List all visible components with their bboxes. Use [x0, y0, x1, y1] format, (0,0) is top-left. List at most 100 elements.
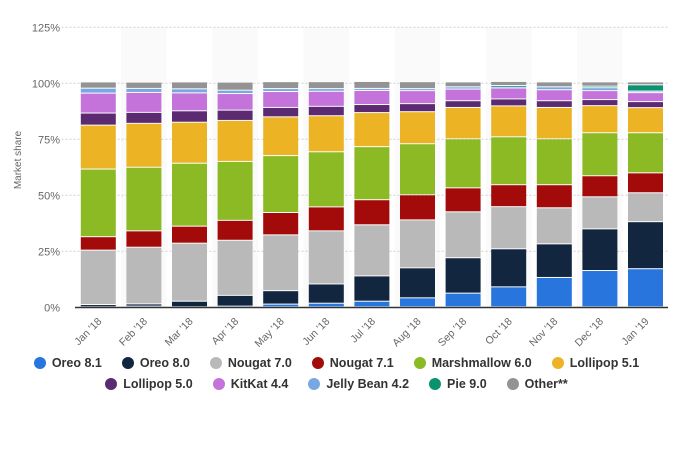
bar-segment-marshmallow-6-0[interactable] [491, 137, 527, 185]
bar-segment-marshmallow-6-0[interactable] [354, 147, 390, 200]
bar-segment-other-[interactable] [354, 81, 390, 88]
bar-segment-lollipop-5-1[interactable] [628, 108, 663, 133]
bar-segment-jelly-bean-4-2[interactable] [400, 89, 435, 91]
bar-segment-lollipop-5-1[interactable] [126, 123, 162, 167]
bar-segment-pie-9-0[interactable] [628, 85, 663, 91]
bar-segment-oreo-8-0[interactable] [400, 268, 435, 298]
legend-item[interactable]: Oreo 8.1 [33, 356, 102, 370]
bar-segment-lollipop-5-0[interactable] [400, 104, 435, 112]
bar-segment-nougat-7-0[interactable] [582, 197, 618, 229]
bar-segment-nougat-7-1[interactable] [354, 200, 390, 225]
bar-segment-nougat-7-0[interactable] [536, 208, 572, 244]
bar-segment-oreo-8-0[interactable] [217, 295, 253, 306]
bar-segment-jelly-bean-4-2[interactable] [308, 89, 344, 91]
bar-segment-oreo-8-0[interactable] [172, 301, 207, 307]
bar-segment-lollipop-5-1[interactable] [308, 116, 344, 152]
legend-item[interactable]: Jelly Bean 4.2 [308, 377, 409, 391]
bar-segment-marshmallow-6-0[interactable] [126, 167, 162, 231]
bar-segment-kitkat-4-4[interactable] [354, 90, 390, 105]
bar-segment-lollipop-5-0[interactable] [354, 105, 390, 113]
bar-segment-nougat-7-1[interactable] [172, 226, 207, 243]
bar-segment-jelly-bean-4-2[interactable] [536, 87, 572, 90]
bar-segment-jelly-bean-4-2[interactable] [172, 89, 207, 93]
bar-segment-lollipop-5-0[interactable] [126, 112, 162, 123]
bar-segment-lollipop-5-1[interactable] [217, 120, 253, 161]
bar-segment-kitkat-4-4[interactable] [80, 93, 116, 113]
bar-segment-marshmallow-6-0[interactable] [172, 163, 207, 226]
bar-segment-nougat-7-0[interactable] [354, 225, 390, 276]
bar-segment-jelly-bean-4-2[interactable] [354, 88, 390, 90]
bar-segment-lollipop-5-1[interactable] [536, 107, 572, 139]
bar-segment-nougat-7-0[interactable] [217, 240, 253, 295]
bar-segment-nougat-7-1[interactable] [308, 207, 344, 231]
bar-segment-other-[interactable] [217, 82, 253, 90]
bar-segment-oreo-8-1[interactable] [354, 301, 390, 307]
bar-segment-kitkat-4-4[interactable] [217, 94, 253, 110]
bar-segment-other-[interactable] [536, 82, 572, 87]
bar-segment-marshmallow-6-0[interactable] [308, 152, 344, 207]
bar-segment-lollipop-5-1[interactable] [582, 106, 618, 133]
bar-segment-nougat-7-1[interactable] [80, 237, 116, 250]
bar-segment-other-[interactable] [582, 82, 618, 86]
bar-segment-kitkat-4-4[interactable] [536, 90, 572, 101]
bar-segment-other-[interactable] [628, 82, 663, 85]
bar-segment-oreo-8-0[interactable] [80, 305, 116, 307]
bar-segment-nougat-7-0[interactable] [263, 235, 299, 291]
bar-segment-kitkat-4-4[interactable] [445, 89, 481, 101]
bar-segment-marshmallow-6-0[interactable] [445, 139, 481, 188]
bar-segment-lollipop-5-0[interactable] [263, 107, 299, 117]
bar-segment-lollipop-5-1[interactable] [172, 122, 207, 163]
bar-segment-kitkat-4-4[interactable] [126, 92, 162, 112]
bar-segment-nougat-7-0[interactable] [628, 193, 663, 222]
bar-segment-jelly-bean-4-2[interactable] [126, 88, 162, 92]
bar-segment-jelly-bean-4-2[interactable] [628, 91, 663, 93]
bar-segment-oreo-8-1[interactable] [445, 293, 481, 307]
bar-segment-other-[interactable] [491, 81, 527, 85]
legend-item[interactable]: Oreo 8.0 [121, 356, 190, 370]
bar-segment-jelly-bean-4-2[interactable] [80, 88, 116, 93]
bar-segment-lollipop-5-0[interactable] [536, 101, 572, 107]
bar-segment-nougat-7-1[interactable] [400, 195, 435, 220]
bar-segment-kitkat-4-4[interactable] [582, 91, 618, 100]
bar-segment-lollipop-5-1[interactable] [491, 106, 527, 137]
bar-segment-lollipop-5-1[interactable] [80, 125, 116, 169]
bar-segment-nougat-7-0[interactable] [400, 220, 435, 268]
bar-segment-lollipop-5-0[interactable] [172, 111, 207, 122]
bar-segment-marshmallow-6-0[interactable] [536, 139, 572, 185]
bar-segment-oreo-8-0[interactable] [491, 249, 527, 287]
bar-segment-lollipop-5-0[interactable] [80, 113, 116, 125]
bar-segment-lollipop-5-1[interactable] [445, 107, 481, 139]
bar-segment-nougat-7-0[interactable] [445, 212, 481, 258]
bar-segment-lollipop-5-1[interactable] [400, 112, 435, 144]
bar-segment-kitkat-4-4[interactable] [308, 91, 344, 106]
bar-segment-jelly-bean-4-2[interactable] [582, 88, 618, 91]
bar-segment-kitkat-4-4[interactable] [400, 91, 435, 104]
bar-segment-oreo-8-0[interactable] [354, 276, 390, 301]
legend-item[interactable]: Lollipop 5.0 [105, 377, 193, 391]
legend-item[interactable]: Nougat 7.1 [311, 356, 394, 370]
legend-item[interactable]: Pie 9.0 [429, 377, 487, 391]
bar-segment-other-[interactable] [172, 82, 207, 89]
bar-segment-lollipop-5-0[interactable] [217, 110, 253, 120]
bar-segment-kitkat-4-4[interactable] [172, 93, 207, 111]
bar-segment-jelly-bean-4-2[interactable] [491, 86, 527, 88]
bar-segment-marshmallow-6-0[interactable] [400, 144, 435, 195]
bar-segment-lollipop-5-0[interactable] [628, 102, 663, 108]
bar-segment-oreo-8-1[interactable] [536, 277, 572, 307]
bar-segment-nougat-7-1[interactable] [445, 188, 481, 212]
bar-segment-lollipop-5-1[interactable] [354, 113, 390, 147]
bar-segment-oreo-8-1[interactable] [628, 269, 663, 307]
bar-segment-nougat-7-1[interactable] [491, 185, 527, 207]
bar-segment-oreo-8-1[interactable] [400, 298, 435, 307]
bar-segment-nougat-7-1[interactable] [582, 176, 618, 197]
bar-segment-kitkat-4-4[interactable] [628, 93, 663, 102]
bar-segment-other-[interactable] [308, 82, 344, 89]
bar-segment-nougat-7-0[interactable] [491, 207, 527, 249]
bar-segment-oreo-8-0[interactable] [263, 291, 299, 304]
bar-segment-lollipop-5-0[interactable] [445, 101, 481, 107]
bar-segment-marshmallow-6-0[interactable] [263, 156, 299, 212]
legend-item[interactable]: Marshmallow 6.0 [413, 356, 532, 370]
bar-segment-nougat-7-1[interactable] [217, 220, 253, 240]
bar-segment-jelly-bean-4-2[interactable] [263, 89, 299, 92]
bar-segment-pie-9-0[interactable] [582, 86, 618, 88]
